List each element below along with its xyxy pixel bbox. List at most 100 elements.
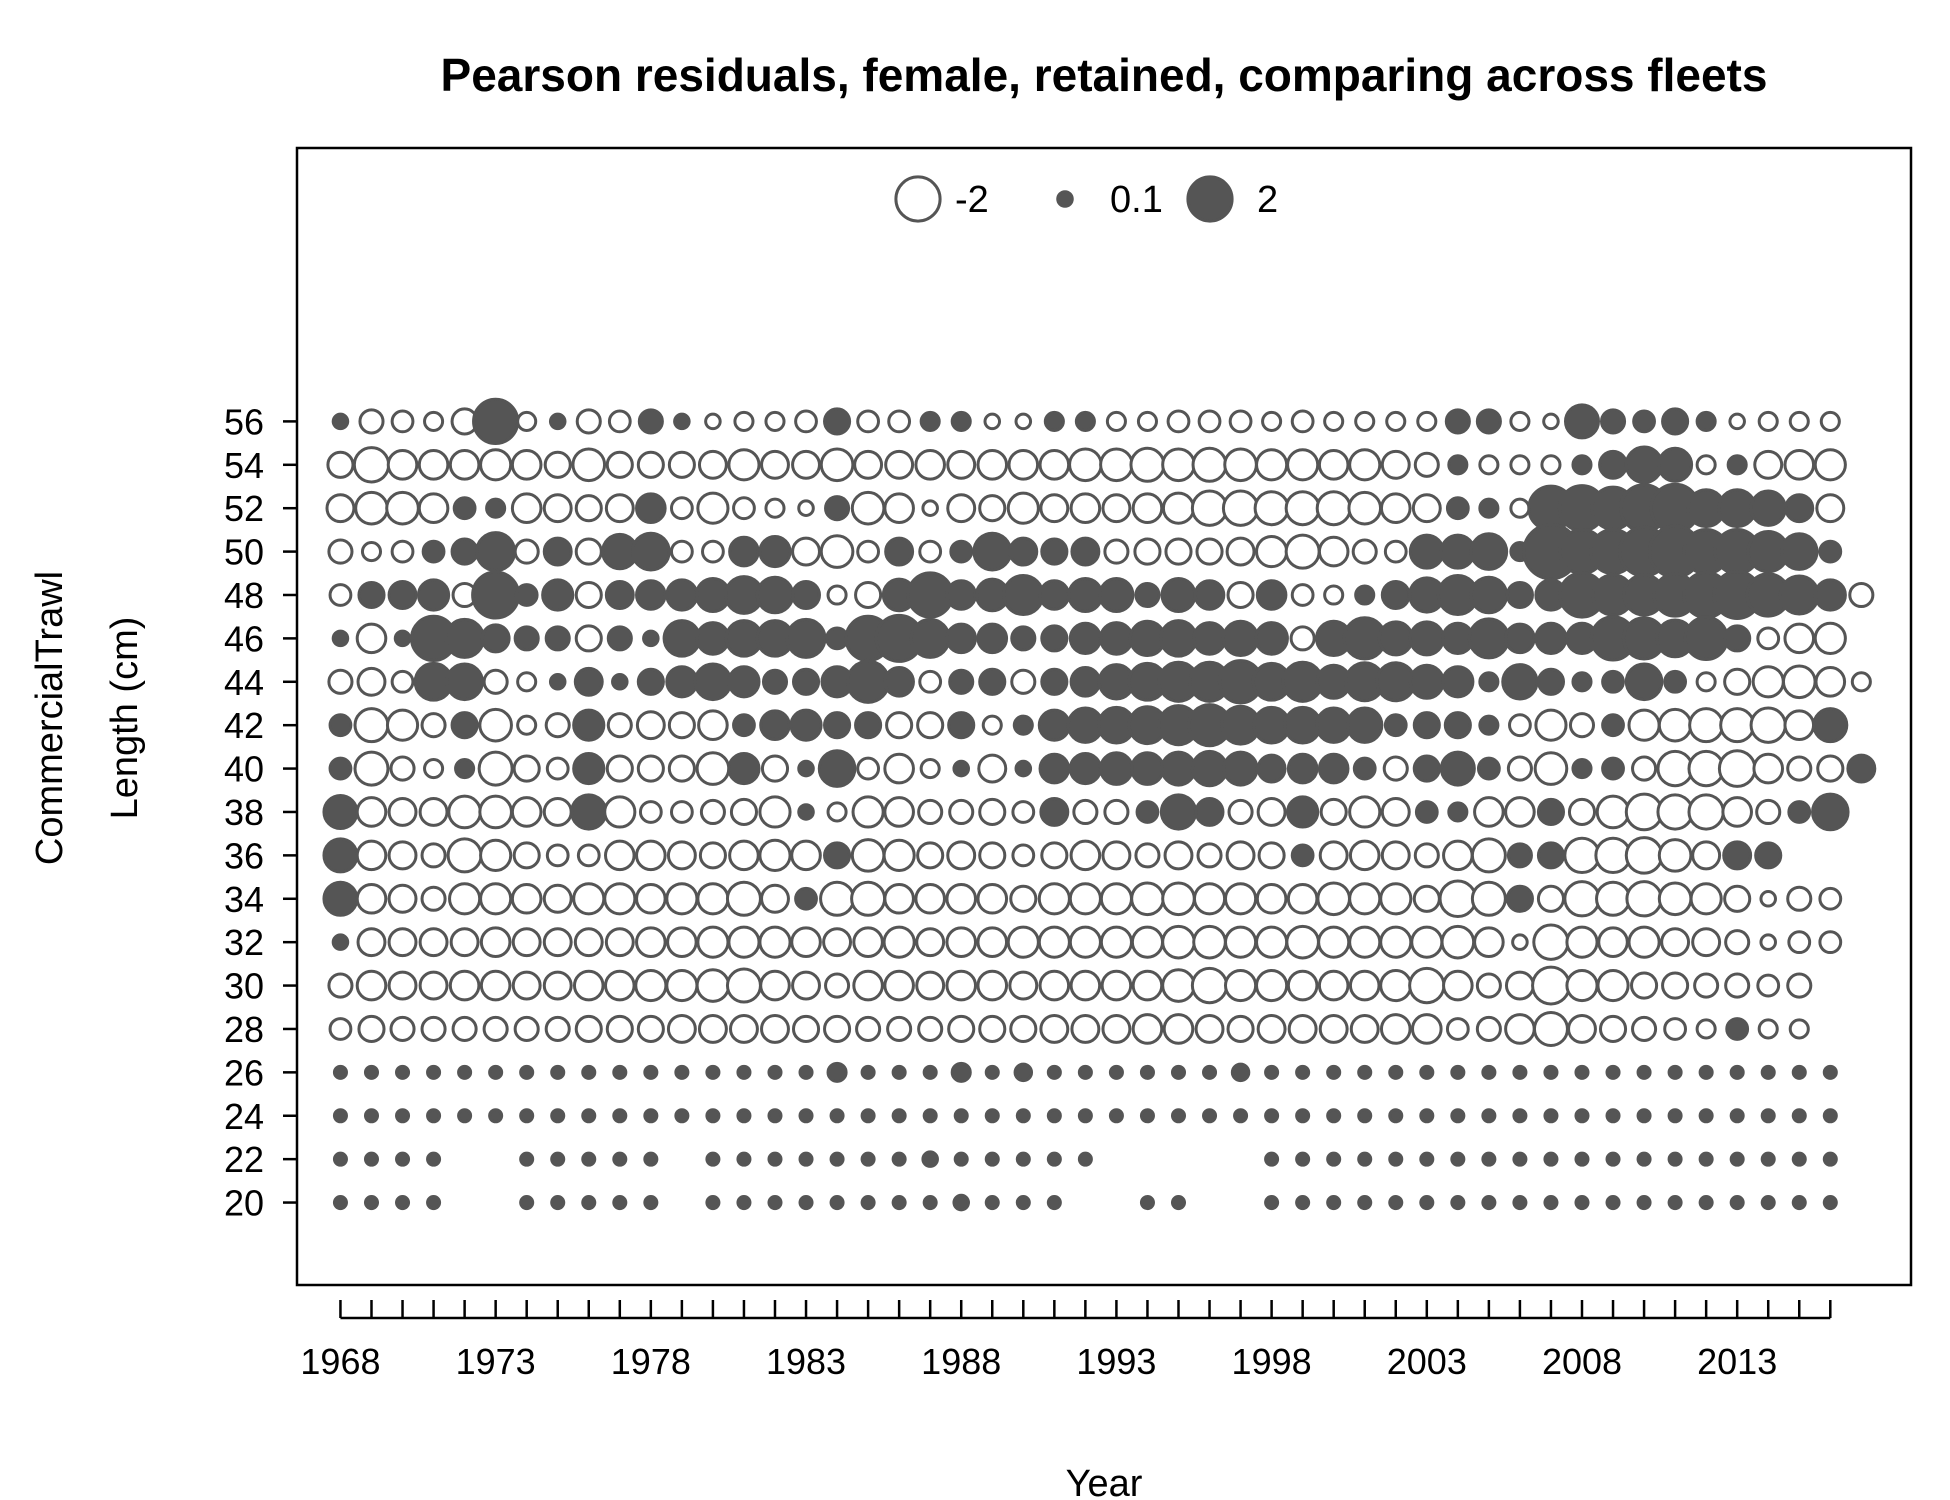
residual-bubble — [357, 580, 386, 610]
residual-bubble — [1354, 584, 1376, 606]
residual-bubble — [1543, 1108, 1559, 1124]
residual-bubble — [1667, 1151, 1683, 1167]
residual-bubble — [1534, 621, 1568, 655]
residual-bubble — [696, 925, 730, 959]
residual-bubble — [603, 795, 637, 829]
residual-bubble — [1601, 669, 1625, 694]
residual-bubble — [1101, 493, 1132, 524]
residual-bubble — [755, 575, 795, 615]
residual-bubble — [1193, 579, 1226, 611]
residual-bubble — [1414, 800, 1439, 824]
residual-bubble — [728, 839, 760, 872]
residual-bubble — [883, 969, 915, 1002]
residual-bubble — [1728, 412, 1746, 431]
residual-bubble — [978, 494, 1007, 523]
residual-bubble — [698, 841, 727, 870]
residual-bubble — [643, 1195, 659, 1211]
residual-bubble — [1791, 1195, 1807, 1211]
residual-bubble — [1814, 665, 1847, 698]
residual-bubble — [1382, 755, 1409, 782]
residual-bubble — [1037, 708, 1071, 742]
residual-bubble — [420, 712, 447, 739]
residual-bubble — [1481, 1108, 1497, 1124]
residual-bubble — [789, 708, 823, 742]
residual-bubble — [426, 1108, 442, 1124]
residual-bubble — [1475, 408, 1502, 435]
residual-bubble — [1170, 1064, 1187, 1080]
y-tick-label: 56 — [224, 401, 264, 442]
residual-bubble — [758, 838, 792, 872]
residual-bubble — [511, 970, 542, 1001]
residual-bubble — [1444, 408, 1471, 435]
residual-bubble — [695, 751, 731, 786]
residual-bubble — [947, 1014, 976, 1044]
residual-bubble — [1450, 1151, 1466, 1167]
residual-bubble — [355, 796, 388, 828]
residual-bubble — [1170, 1195, 1187, 1211]
residual-bubble — [1159, 793, 1198, 831]
residual-bubble — [1536, 884, 1565, 913]
residual-bubble — [1161, 491, 1196, 525]
residual-bubble — [1163, 840, 1194, 871]
residual-bubble — [1015, 1195, 1031, 1211]
residual-bubble — [1540, 454, 1562, 476]
residual-bubble — [479, 448, 513, 482]
residual-bubble — [1822, 1064, 1838, 1080]
residual-bubble — [1505, 580, 1534, 610]
residual-bubble — [1286, 448, 1320, 482]
residual-bubble — [604, 927, 635, 958]
residual-bubble — [448, 449, 481, 481]
residual-bubble — [1348, 925, 1382, 959]
residual-bubble — [952, 1193, 970, 1212]
residual-bubble — [1379, 925, 1413, 959]
residual-bubble — [1531, 965, 1571, 1006]
residual-bubble — [488, 1108, 504, 1124]
residual-bubble — [426, 1151, 442, 1167]
residual-bubble — [363, 1195, 380, 1211]
residual-bubble — [1069, 665, 1102, 698]
residual-bubble — [1284, 533, 1321, 570]
x-tick-label: 1988 — [921, 1341, 1001, 1382]
residual-bubble — [1225, 536, 1256, 567]
residual-bubble — [1010, 668, 1037, 695]
residual-bubble — [1656, 793, 1694, 831]
residual-bubble — [817, 749, 857, 788]
residual-bubble — [1595, 880, 1632, 917]
residual-bubble — [1724, 929, 1751, 956]
residual-bubble — [918, 539, 943, 564]
residual-bubble — [1357, 1064, 1373, 1080]
residual-bubble — [922, 1108, 938, 1124]
residual-bubble — [1470, 837, 1507, 874]
residual-bubble — [767, 1195, 783, 1211]
residual-bubble — [1532, 923, 1570, 961]
residual-bubble — [1383, 539, 1408, 564]
residual-bubble — [1667, 1064, 1683, 1080]
x-tick-label: 2013 — [1697, 1341, 1777, 1382]
residual-bubble — [1786, 755, 1813, 782]
residual-bubble — [390, 409, 415, 434]
residual-bubble — [1481, 1195, 1497, 1211]
residual-bubble — [572, 708, 606, 742]
residual-bubble — [1504, 796, 1536, 828]
residual-bubble — [512, 754, 541, 783]
residual-bubble — [328, 1017, 353, 1041]
residual-bubble — [822, 927, 853, 958]
residual-bubble — [666, 1014, 697, 1044]
residual-bubble — [1565, 968, 1599, 1003]
residual-bubble — [1667, 1195, 1683, 1211]
x-tick-label: 1983 — [766, 1341, 846, 1382]
residual-bubble — [915, 970, 946, 1001]
residual-bubble — [1289, 625, 1316, 652]
residual-bubble — [1255, 448, 1289, 482]
residual-bubble — [1757, 1018, 1779, 1040]
residual-bubble — [976, 926, 1009, 958]
residual-bubble — [953, 1151, 969, 1167]
residual-bubble — [1813, 578, 1847, 612]
residual-bubble — [949, 539, 974, 564]
y-tick-label: 50 — [224, 532, 264, 573]
residual-bubble — [387, 927, 418, 958]
residual-bubble — [612, 1108, 628, 1124]
residual-bubble — [945, 882, 978, 915]
residual-bubble — [1099, 621, 1134, 656]
